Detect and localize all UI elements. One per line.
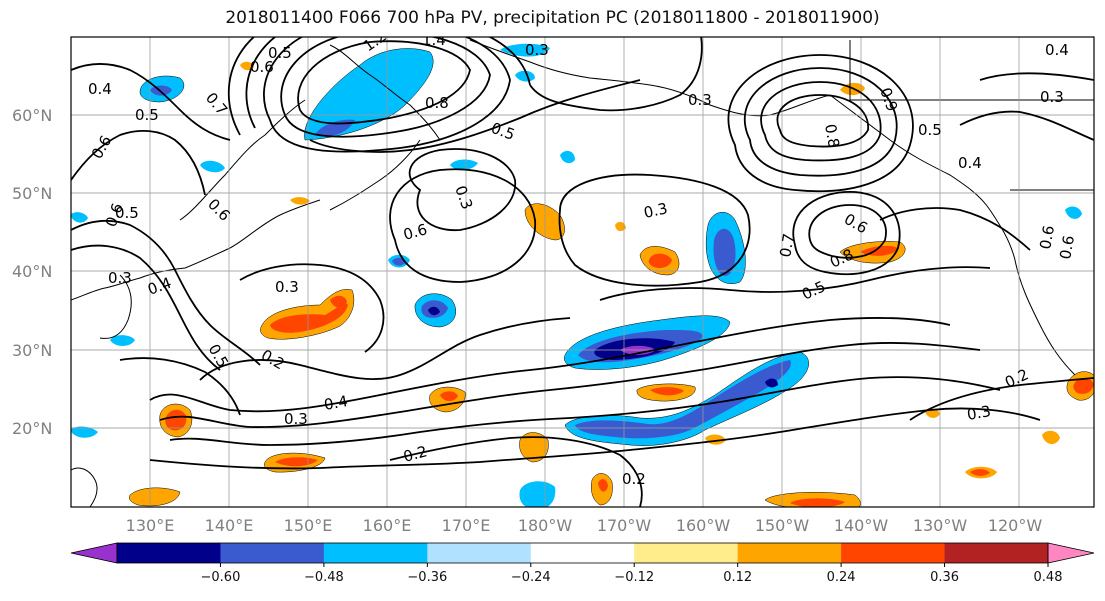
colorbar-ticks: −0.60 −0.48 −0.36 −0.24 −0.12 0.12 0.24 0.36 0.4…	[201, 563, 1063, 585]
colorbar-segment	[323, 543, 428, 563]
lon-label: 130°W	[913, 516, 968, 535]
contour-labels: 0.5 0.6 1.2 1.4 0.4 0.5 0.7 0.6 0.8 0.5 …	[88, 31, 1078, 488]
lon-label: 170°E	[442, 516, 491, 535]
contour-label: 0.5	[918, 121, 942, 139]
lat-label: 40°N	[12, 262, 52, 281]
contour-label: 0.6	[401, 220, 429, 244]
contour-label: 1.4	[422, 31, 446, 49]
contour-label: 0.8	[425, 94, 449, 112]
colorbar-segment	[737, 543, 842, 563]
colorbar-segment	[220, 543, 325, 563]
contour-label: 0.4	[1045, 41, 1069, 59]
lon-label: 140°W	[834, 516, 889, 535]
lat-label: 20°N	[12, 419, 52, 438]
lon-label: 150°E	[284, 516, 333, 535]
contour-label: 0.6	[250, 58, 274, 76]
lon-labels: 130°E 140°E 150°E 160°E 170°E 180°W 170°…	[126, 516, 1043, 535]
gridlines	[71, 37, 1094, 507]
colorbar-segment	[944, 543, 1049, 563]
contour-label: 0.5	[268, 44, 292, 62]
lon-label: 180°W	[518, 516, 573, 535]
colorbar-tick-label: −0.48	[304, 570, 344, 585]
colorbar-frame	[116, 542, 1049, 564]
contour-label: 0.4	[88, 80, 112, 98]
contour-label: 0.7	[776, 232, 798, 259]
contour-label: 0.3	[1040, 88, 1064, 106]
map-border	[70, 36, 1095, 508]
lon-label: 150°W	[755, 516, 810, 535]
colorbar-segment	[841, 543, 946, 563]
colorbar-tick-label: −0.60	[201, 570, 241, 585]
precip-negative	[71, 43, 1082, 507]
colorbar	[70, 542, 1095, 564]
colorbar-tick-label: 0.24	[827, 570, 856, 585]
contour-label: 0.6	[1036, 224, 1058, 251]
lat-label: 60°N	[12, 106, 52, 125]
lon-label: 170°W	[597, 516, 652, 535]
contour-label: 0.2	[401, 442, 429, 466]
contour-label: 0.5	[115, 204, 139, 222]
lon-label: 160°E	[363, 516, 412, 535]
colorbar-tick-label: 0.48	[1034, 570, 1063, 585]
precip-positive	[129, 61, 1094, 507]
contour-label: 0.8	[821, 123, 843, 150]
contour-label: 0.3	[525, 41, 549, 59]
lat-label: 30°N	[12, 341, 52, 360]
contour-label: 0.6	[1056, 234, 1078, 261]
colorbar-tick-label: −0.36	[407, 570, 447, 585]
contour-label: 0.3	[284, 410, 308, 428]
colorbar-extend-low	[70, 542, 118, 564]
lon-label: 120°W	[988, 516, 1043, 535]
colorbar-extend-high	[1047, 542, 1095, 564]
contour-label: 0.4	[323, 392, 350, 414]
colorbar-segment	[634, 543, 739, 563]
contour-label: 0.2	[622, 470, 646, 488]
contour-label: 0.3	[275, 278, 299, 296]
contour-label: 0.5	[135, 106, 159, 124]
contour-label: 0.3	[966, 402, 993, 424]
page-title: 2018011400 F066 700 hPa PV, precipitatio…	[225, 8, 880, 28]
colorbar-tick-label: 0.36	[930, 570, 959, 585]
colorbar-tick-label: −0.12	[614, 570, 654, 585]
colorbar-tick-label: 0.12	[723, 570, 752, 585]
lon-label: 160°W	[676, 516, 731, 535]
coastlines	[71, 39, 1094, 507]
colorbar-segment	[117, 543, 221, 563]
contour-label: 0.3	[688, 91, 712, 109]
lon-label: 140°E	[205, 516, 254, 535]
colorbar-segment	[530, 543, 635, 563]
lat-label: 50°N	[12, 184, 52, 203]
lon-label: 130°E	[126, 516, 175, 535]
map-content: 0.5 0.6 1.2 1.4 0.4 0.5 0.7 0.6 0.8 0.5 …	[71, 31, 1094, 507]
colorbar-tick-label: −0.24	[511, 570, 551, 585]
contour-label: 0.4	[958, 154, 982, 172]
contour-label: 0.3	[642, 199, 669, 222]
lat-labels: 60°N 50°N 40°N 30°N 20°N	[12, 106, 52, 438]
colorbar-segment	[427, 543, 532, 563]
pv-contours	[71, 37, 1094, 507]
contour-label: 0.3	[108, 269, 132, 287]
